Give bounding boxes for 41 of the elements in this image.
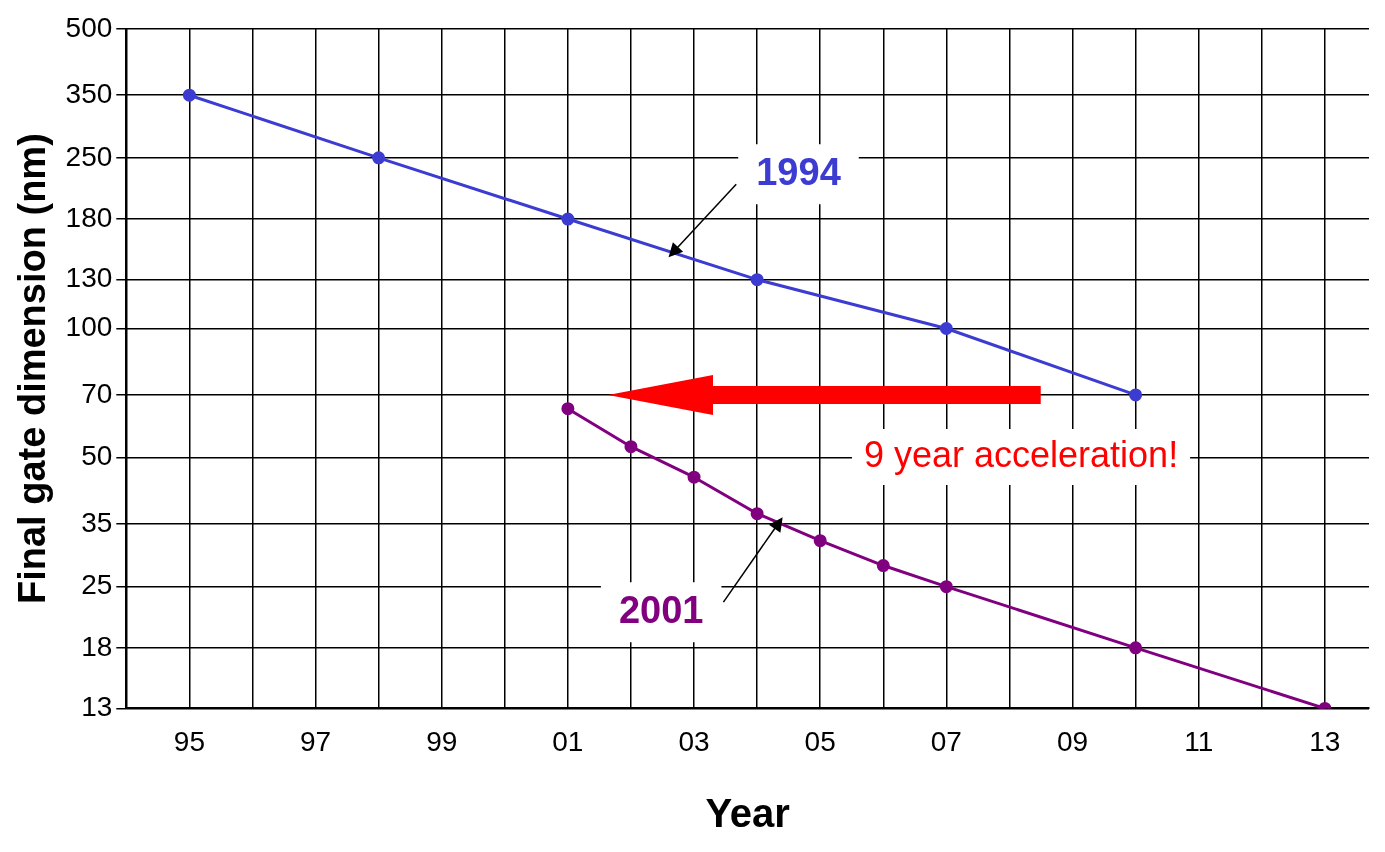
x-tick-label: 11 <box>1184 725 1214 757</box>
point <box>561 212 575 226</box>
x-tick-label: 13 <box>1309 725 1341 757</box>
point <box>372 151 386 165</box>
point <box>750 507 764 521</box>
x-axis-title: Year <box>705 791 790 836</box>
point <box>624 440 638 454</box>
annotation: 9 year acceleration! <box>863 433 1179 475</box>
y-tick-label: 70 <box>81 377 113 409</box>
point <box>1129 641 1143 655</box>
point <box>813 534 827 548</box>
text: 2001 <box>618 588 704 631</box>
point <box>750 273 764 287</box>
y-tick-label: 50 <box>81 440 113 472</box>
point <box>876 559 890 573</box>
point <box>939 321 953 335</box>
y-tick-label: 350 <box>65 77 113 109</box>
y-tick-label: 13 <box>81 691 113 723</box>
point <box>939 580 953 594</box>
x-tick-label: 05 <box>804 725 836 757</box>
x-tick-label: 99 <box>426 725 458 757</box>
y-tick-label: 18 <box>81 630 113 662</box>
point <box>561 402 575 416</box>
x-tick-label: 95 <box>173 725 205 757</box>
y-tick-label: 100 <box>65 311 113 343</box>
x-tick-label: 01 <box>552 725 584 757</box>
x-tick-label: 07 <box>930 725 962 757</box>
y-tick-label: 180 <box>65 201 113 233</box>
x-tick-label: 03 <box>678 725 710 757</box>
y-tick-label: 130 <box>65 262 113 294</box>
y-tick-label: 500 <box>65 11 113 43</box>
y-tick-label: 25 <box>81 569 113 601</box>
text: 1994 <box>756 150 841 193</box>
x-tick-label: 09 <box>1056 725 1089 757</box>
point <box>182 88 196 102</box>
x-tick-label: 97 <box>299 725 332 757</box>
y-tick-label: 250 <box>65 140 113 172</box>
y-tick-label: 35 <box>81 506 113 538</box>
point <box>687 470 701 484</box>
point <box>1129 388 1143 402</box>
y-axis-title: Final gate dimension (nm) <box>11 133 54 605</box>
